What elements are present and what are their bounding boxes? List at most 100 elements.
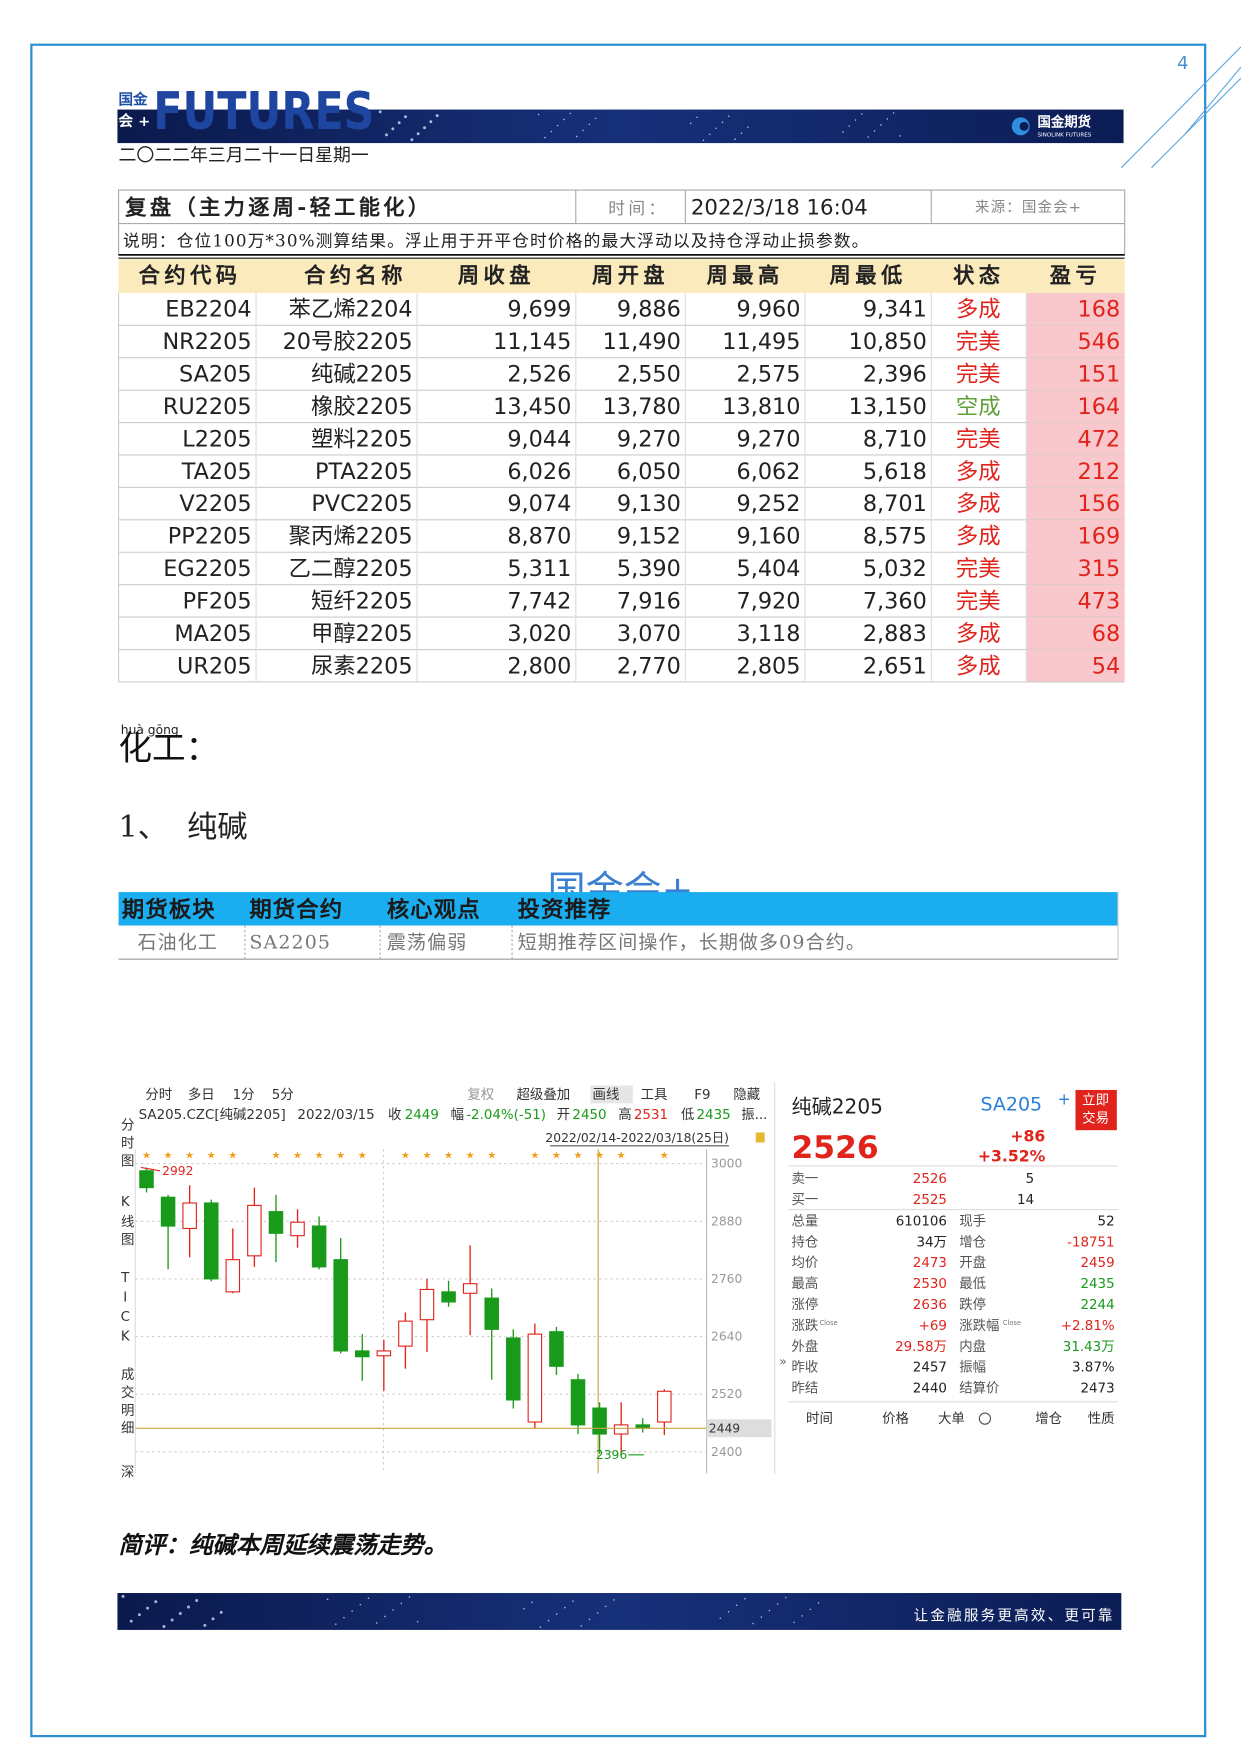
- review-table: 复盘（主力逐周-轻工能化） 时间： 2022/3/18 16:04 来源：国金会…: [117, 189, 1126, 683]
- company-logo-icon: [1019, 121, 1029, 131]
- high-pointer: [140, 1166, 161, 1172]
- stat-sup: Close: [819, 1319, 837, 1327]
- stat-label: 涨停: [792, 1296, 819, 1313]
- price-cell: 7,916: [617, 588, 681, 614]
- star-marker: ★: [336, 1150, 345, 1161]
- star: [747, 126, 749, 128]
- view-header: [118, 892, 1118, 926]
- table-frame: [117, 189, 1126, 256]
- detail-tab[interactable]: 性质: [1088, 1411, 1115, 1427]
- table-note: 说明：仓位100万*30%测算结果。浮止用于开平仓时价格的最大浮动以及持仓浮动止…: [123, 230, 870, 250]
- last-price: 2526: [792, 1130, 879, 1166]
- header-row: [118, 259, 1125, 293]
- price-cell: 13,810: [722, 394, 800, 420]
- star-marker: ★: [315, 1150, 324, 1161]
- collapse-icon[interactable]: »: [779, 1355, 787, 1369]
- price-cell: 2,800: [507, 653, 571, 679]
- star: [404, 115, 407, 119]
- banner-stars: [378, 110, 901, 142]
- star: [715, 127, 717, 130]
- star: [588, 123, 591, 126]
- price-cell: 10,850: [849, 329, 927, 355]
- stat-label: 内盘: [959, 1338, 986, 1355]
- star-marker: ★: [595, 1150, 604, 1161]
- status-cell: 完美: [956, 588, 1001, 614]
- section-title: 化工：: [119, 728, 220, 767]
- star-marker: ★: [617, 1150, 626, 1161]
- column-header: 盈亏: [1049, 264, 1101, 289]
- price-cell: 11,490: [603, 329, 681, 355]
- contract-name: 苯乙烯2204: [289, 297, 413, 323]
- price-cell: 5,032: [863, 556, 927, 582]
- stat-label: 结算价: [959, 1381, 999, 1397]
- status-cell: 多成: [956, 491, 1001, 517]
- star: [392, 1609, 394, 1611]
- price-cell: 9,960: [737, 297, 801, 323]
- column-header: 合约名称: [304, 263, 407, 289]
- info-item: SA205.CZC[纯碱2205]: [139, 1107, 286, 1123]
- star: [867, 136, 870, 138]
- price-cell: 13,450: [493, 394, 571, 420]
- candle-body: [182, 1202, 197, 1230]
- status-cell: 完美: [956, 329, 1001, 355]
- star: [556, 124, 559, 127]
- view-column: 期货板块: [122, 896, 216, 923]
- contract-code: MA205: [174, 621, 251, 647]
- pnl-value: 212: [1078, 459, 1121, 485]
- price-cell: 9,252: [737, 491, 801, 517]
- contract-code: TA205: [181, 459, 252, 485]
- footer-banner: [117, 1593, 1122, 1630]
- detail-tab[interactable]: 价格: [882, 1411, 909, 1427]
- source: 来源：国金会+: [975, 199, 1082, 216]
- detail-tab[interactable]: 大单: [938, 1411, 965, 1427]
- star: [801, 1615, 803, 1617]
- price-change: +86: [1010, 1126, 1045, 1145]
- trade-button[interactable]: [1075, 1089, 1117, 1131]
- price-cell: 5,404: [737, 556, 801, 582]
- price-cell: 13,150: [849, 394, 927, 420]
- price-cell: 5,311: [507, 556, 571, 582]
- candle-body: [613, 1424, 629, 1435]
- stat-value: -18751: [1067, 1235, 1115, 1250]
- info-item: 高: [618, 1106, 631, 1123]
- detail-tab[interactable]: 增仓: [1035, 1411, 1062, 1427]
- contract-code: UR205: [177, 653, 252, 679]
- star: [547, 1619, 550, 1622]
- info-item: -2.04%(-51): [466, 1108, 546, 1123]
- star: [219, 1610, 223, 1614]
- star: [359, 1603, 362, 1606]
- star: [744, 1597, 746, 1600]
- info-item: 幅: [451, 1107, 464, 1123]
- contract-code: PF205: [183, 588, 252, 614]
- table-title: 复盘（主力逐周-轻工能化）: [124, 194, 432, 220]
- star-marker: ★: [271, 1150, 280, 1161]
- detail-tab[interactable]: 时间: [806, 1411, 833, 1427]
- pnl-cell: [1026, 519, 1125, 553]
- star: [416, 132, 420, 136]
- star: [334, 1623, 337, 1625]
- candle-body: [506, 1337, 521, 1401]
- price-cell: 9,341: [863, 297, 927, 323]
- stat-label: 最低: [959, 1276, 986, 1292]
- candle-body: [549, 1331, 564, 1367]
- star-marker: ★: [487, 1150, 496, 1161]
- y-tick-label: 2400: [711, 1445, 742, 1459]
- y-tick-label: 2880: [711, 1214, 742, 1228]
- star: [351, 1610, 353, 1612]
- star: [569, 112, 572, 115]
- pnl-cell: [1026, 422, 1125, 455]
- star: [760, 1616, 763, 1618]
- star: [854, 119, 857, 121]
- price-cell: 8,870: [507, 524, 571, 550]
- info-item: 低: [681, 1107, 694, 1123]
- star: [580, 1625, 583, 1627]
- lock-icon[interactable]: [755, 1132, 765, 1143]
- y-tick-label: 2520: [711, 1387, 742, 1401]
- footer-stars: [121, 1594, 820, 1628]
- star: [848, 125, 850, 127]
- price-cell: 2,651: [863, 653, 927, 679]
- star: [391, 127, 395, 131]
- settings-icon[interactable]: [978, 1412, 992, 1425]
- contract-name: 塑料2205: [311, 426, 413, 452]
